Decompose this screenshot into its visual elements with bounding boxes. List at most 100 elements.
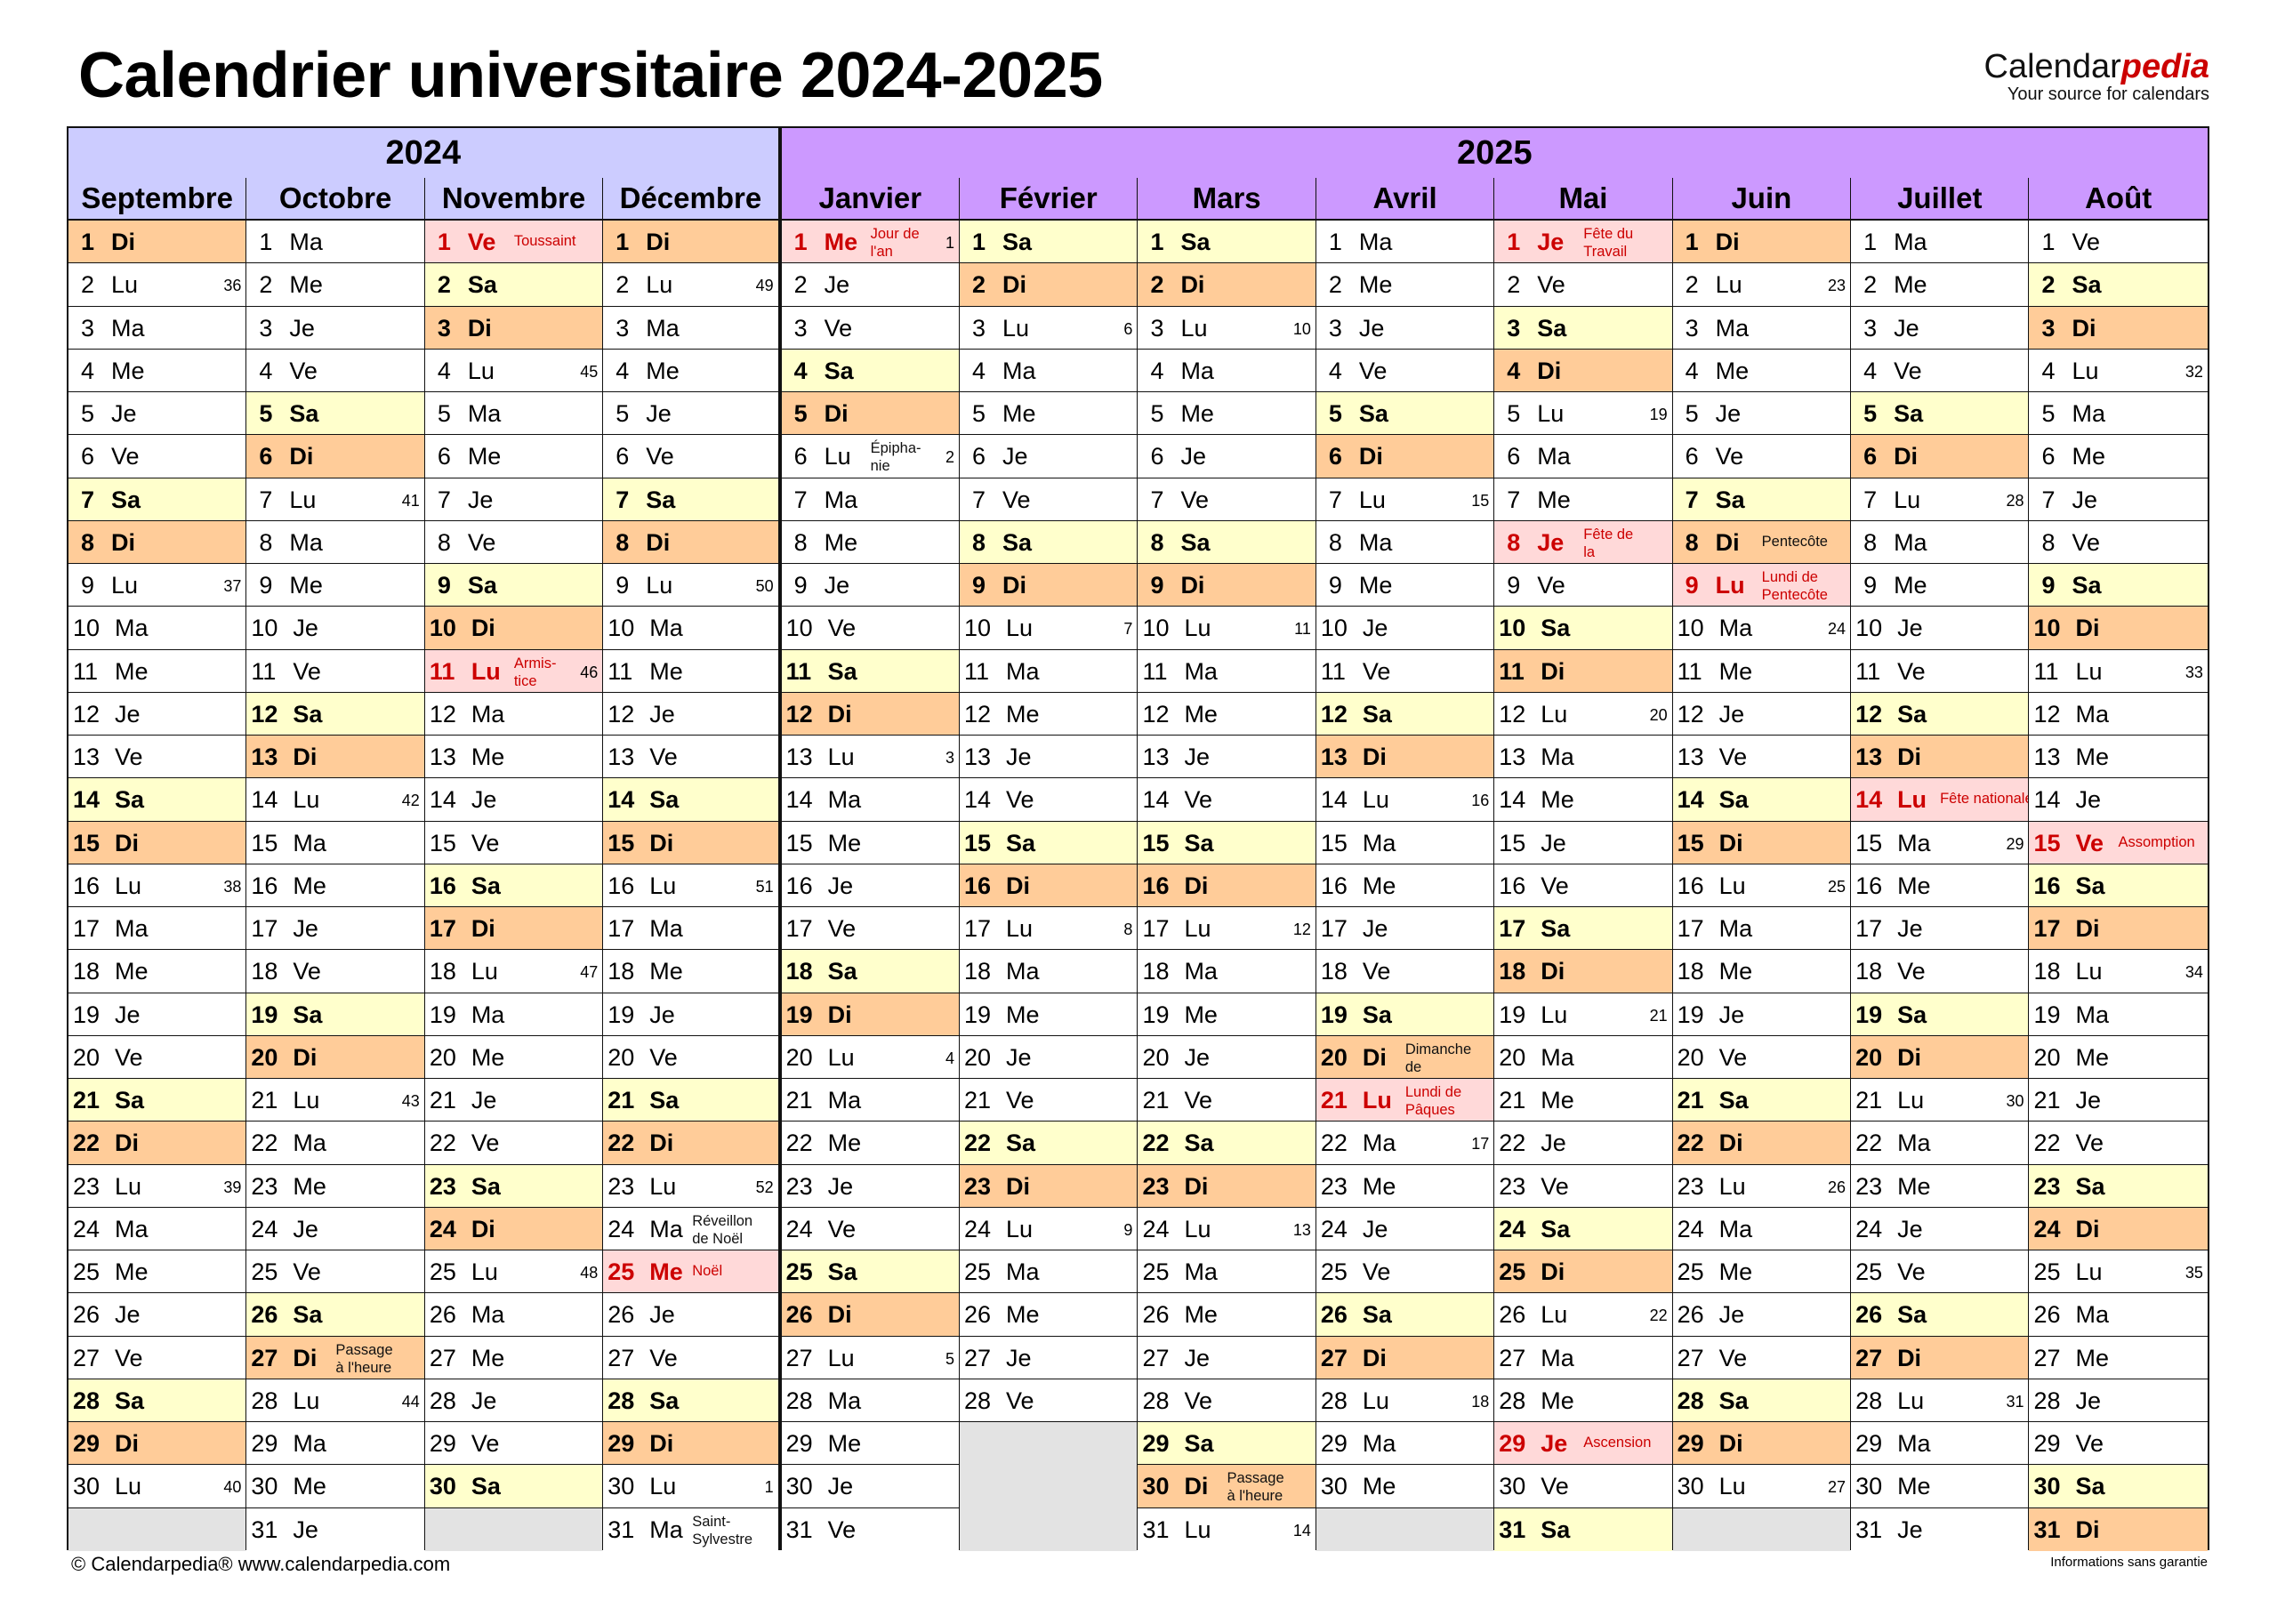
weekday-abbr: Ma (1006, 958, 1040, 985)
day-cell: 6 Ve (68, 435, 246, 478)
day-cell: 7 Ma (781, 478, 960, 521)
weekday-abbr: Lu (1897, 786, 1927, 814)
month-header: Mars (1138, 178, 1316, 221)
day-number: 18 (964, 958, 992, 985)
day-number: 28 (1677, 1387, 1704, 1414)
day-cell: 2 Sa (424, 263, 603, 307)
day-number: 24 (607, 1215, 635, 1242)
weekday-abbr: Je (649, 1001, 675, 1028)
day-cell: 8 Me (781, 520, 960, 564)
day-cell: 16 Lu 25 (1672, 864, 1851, 907)
weekday-abbr: Je (827, 872, 854, 899)
weekday-abbr: Je (827, 1473, 854, 1500)
day-cell: 9 Me (1316, 564, 1494, 607)
day-number: 1 (1328, 229, 1342, 255)
day-cell: 22 Ve (424, 1122, 603, 1165)
weekday-abbr: Ve (1362, 657, 1391, 685)
week-number: 35 (2184, 1264, 2203, 1282)
day-number: 29 (251, 1430, 278, 1457)
weekday-abbr: Ma (2075, 1301, 2109, 1329)
day-cell: 20 Di (1851, 1035, 2029, 1079)
weekday-abbr: Ve (471, 1430, 500, 1457)
day-cell: 8 Ma (1316, 520, 1494, 564)
day-cell: 2 Di (1138, 263, 1316, 307)
day-number: 24 (785, 1215, 813, 1242)
day-cell: 19 Sa (1316, 993, 1494, 1036)
weekday-abbr: Lu (1897, 1387, 1925, 1414)
weekday-abbr: Sa (1537, 314, 1567, 342)
week-number: 25 (1828, 877, 1847, 896)
weekday-abbr: Ma (1537, 443, 1571, 470)
weekday-abbr: Sa (1541, 915, 1571, 942)
weekday-abbr: Ve (1002, 486, 1031, 513)
weekday-abbr: Di (1362, 744, 1387, 770)
day-number: 25 (607, 1258, 635, 1285)
day-cell: 13 Di (1851, 736, 2029, 779)
weekday-abbr: Ma (1541, 1043, 1574, 1071)
day-number: 19 (1320, 1001, 1348, 1028)
week-number: 49 (755, 277, 774, 295)
day-number: 4 (81, 357, 95, 384)
day-cell: 30 Me (1316, 1465, 1494, 1508)
weekday-abbr: Sa (1718, 1087, 1749, 1113)
day-cell: 3 Ve (781, 306, 960, 350)
weekday-abbr: Me (471, 1344, 505, 1371)
weekday-abbr: Lu (1718, 872, 1746, 899)
weekday-abbr: Lu (646, 271, 673, 299)
day-cell: 15 Ve Assomption (2029, 821, 2208, 864)
day-number: 18 (785, 958, 813, 985)
day-cell: 7 Sa (603, 478, 778, 521)
day-cell: 11 Me (68, 649, 246, 693)
day-cell: 4 Ve (1851, 349, 2029, 392)
weekday-abbr: Je (1537, 528, 1565, 556)
weekday-abbr: Me (1184, 1001, 1218, 1028)
day-number: 17 (1855, 915, 1883, 942)
day-number: 20 (964, 1043, 992, 1071)
weekday-abbr: Lu (1718, 1172, 1746, 1200)
weekday-abbr: Ma (111, 314, 145, 342)
day-number: 31 (1142, 1515, 1170, 1543)
day-number: 25 (251, 1258, 278, 1285)
day-cell: 21 Sa (68, 1079, 246, 1122)
week-number: 39 (223, 1178, 242, 1196)
day-number: 28 (2033, 1387, 2061, 1414)
weekday-abbr: Di (827, 700, 852, 728)
day-number: 31 (2033, 1515, 2061, 1543)
day-number: 26 (1142, 1301, 1170, 1329)
day-number: 25 (1855, 1258, 1883, 1285)
weekday-abbr: Me (111, 357, 145, 384)
weekday-abbr: Lu (293, 1387, 320, 1414)
weekday-abbr: Lu (1362, 1087, 1392, 1113)
day-cell: 31 Je (1851, 1507, 2029, 1551)
day-cell: 18 Lu 47 (424, 950, 603, 993)
day-number: 17 (1677, 915, 1704, 942)
day-cell: 3 Di (2029, 306, 2208, 350)
day-cell: 31 Ve (781, 1507, 960, 1551)
day-number: 26 (964, 1301, 992, 1329)
weekday-abbr: Ma (1897, 1130, 1931, 1157)
day-cell: 18 Me (1672, 950, 1851, 993)
day-cell: 5 Ma (2029, 392, 2208, 436)
day-number: 6 (793, 443, 808, 470)
day-number: 20 (73, 1043, 101, 1071)
day-number: 24 (1677, 1215, 1704, 1242)
weekday-abbr: Di (1897, 1344, 1922, 1371)
day-number: 25 (2033, 1258, 2061, 1285)
day-number: 15 (785, 829, 813, 856)
day-number: 15 (429, 829, 456, 856)
day-cell: 24 Je (1851, 1207, 2029, 1250)
day-cell: 4 Lu 45 (424, 349, 603, 392)
day-number: 3 (437, 314, 451, 342)
weekday-abbr: Ve (827, 1515, 857, 1543)
day-cell: 22 Sa (960, 1122, 1138, 1165)
weekday-abbr: Di (1002, 572, 1027, 599)
day-cell: 26 Je (1672, 1293, 1851, 1337)
day-cell: 19 Lu 21 (1494, 993, 1672, 1036)
week-number: 34 (2184, 963, 2203, 982)
weekday-abbr: Lu (1897, 1087, 1925, 1113)
weekday-abbr: Lu (115, 872, 142, 899)
week-number: 52 (755, 1178, 774, 1196)
day-cell: 26 Sa (246, 1293, 424, 1337)
day-number: 5 (259, 400, 273, 427)
empty-cell (424, 1507, 603, 1551)
